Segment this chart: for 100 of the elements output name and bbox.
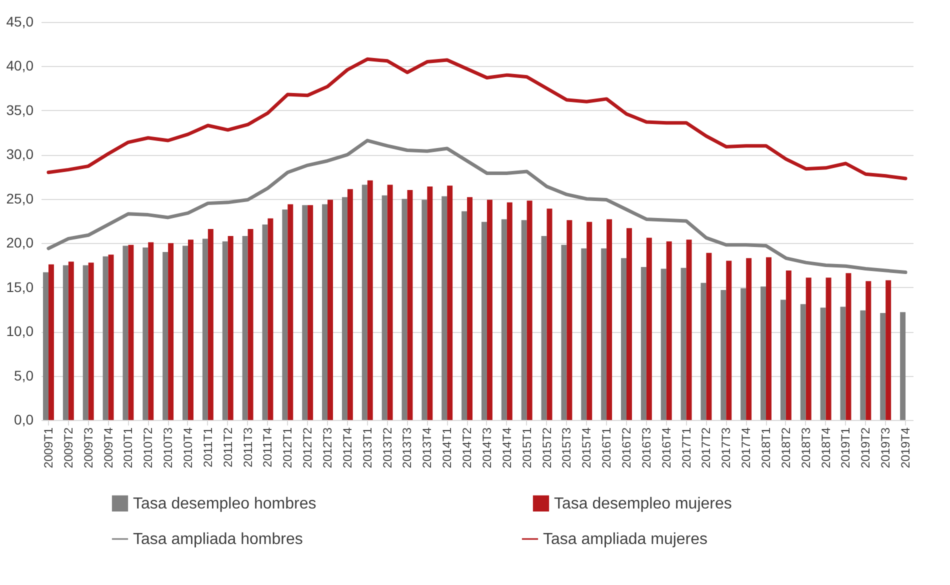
x-tick-label: 2011T3 [240, 427, 255, 468]
bar [680, 268, 686, 420]
bar [342, 197, 348, 420]
bar [142, 248, 148, 420]
line-series [46, 138, 908, 274]
x-tick-label: 2009T2 [61, 427, 76, 468]
bar [840, 306, 846, 420]
x-tick-label: 2019T2 [858, 427, 873, 468]
bar [760, 286, 766, 420]
bar [442, 196, 448, 420]
x-tick-label: 2012T2 [300, 427, 315, 468]
x-tick-label: 2009T1 [41, 427, 56, 468]
bar [581, 248, 587, 420]
bar [302, 205, 308, 420]
y-tick-label: 25,0 [6, 190, 34, 206]
x-tick-label: 2015T3 [560, 427, 574, 468]
x-tick-label: 2015T2 [540, 427, 554, 468]
bar [308, 205, 314, 420]
legend-label: Tasa ampliada mujeres [543, 531, 708, 548]
bar [746, 258, 752, 420]
bar [148, 242, 154, 420]
y-tick-label: 40,0 [6, 58, 34, 74]
bar [866, 281, 872, 420]
bar [546, 208, 552, 420]
x-tick-label: 2009T3 [81, 427, 96, 468]
bar [566, 220, 572, 420]
x-tick-label: 2016T1 [600, 427, 614, 468]
bar [606, 219, 612, 420]
bar [242, 236, 248, 420]
x-tick-label: 2010T3 [161, 427, 176, 468]
bar [846, 273, 852, 420]
bar [262, 224, 268, 420]
bar [806, 278, 812, 420]
bar [62, 265, 68, 420]
bar [700, 282, 706, 420]
bar [626, 228, 632, 420]
bar [640, 266, 646, 420]
bar [780, 300, 786, 420]
bar [162, 252, 168, 420]
x-tick-label: 2018T1 [759, 427, 774, 468]
bar [182, 246, 188, 420]
y-tick-label: 35,0 [6, 102, 34, 118]
legend-label: Tasa ampliada hombres [133, 531, 303, 548]
bar [666, 241, 672, 420]
bar [720, 290, 726, 420]
y-tick-label: 0,0 [14, 412, 34, 428]
x-tick-label: 2010T1 [121, 427, 136, 468]
x-tick-label: 2015T4 [580, 427, 594, 468]
bar [686, 240, 692, 420]
bar [800, 304, 806, 420]
line-series [46, 57, 908, 180]
x-tick-label: 2009T4 [101, 427, 116, 468]
bar [601, 248, 607, 420]
bar [561, 244, 567, 420]
bar [726, 260, 732, 420]
bar [382, 195, 388, 420]
x-tick-label: 2012T1 [280, 427, 295, 468]
bar [362, 184, 368, 420]
bar [268, 218, 274, 420]
bar [108, 254, 114, 420]
x-tick-label: 2018T4 [818, 427, 833, 468]
bar [188, 240, 194, 420]
bar [646, 238, 652, 420]
legend-label: Tasa desempleo mujeres [554, 495, 732, 512]
y-tick-label: 5,0 [14, 367, 34, 384]
bar [322, 204, 328, 420]
x-tick-label: 2013T4 [420, 427, 434, 468]
bar [541, 236, 547, 420]
x-tick-label: 2018T2 [778, 427, 793, 468]
x-tick-label: 2014T4 [500, 427, 514, 468]
bar [328, 200, 333, 420]
bar [367, 180, 373, 420]
bar [402, 198, 408, 420]
bar [282, 210, 288, 420]
y-tick-label: 15,0 [6, 278, 34, 295]
bar [88, 262, 94, 420]
x-tick-label: 2017T3 [719, 427, 734, 468]
x-tick-label: 2018T3 [798, 427, 813, 468]
bar [467, 197, 473, 420]
bar [486, 200, 492, 420]
bar [880, 312, 886, 420]
x-tick-label: 2010T2 [141, 427, 156, 468]
bar [660, 268, 666, 420]
bar [288, 204, 294, 420]
x-tick-label: 2014T2 [460, 427, 474, 468]
y-tick-label: 10,0 [6, 323, 34, 340]
bar [706, 252, 712, 420]
bar [521, 220, 527, 420]
x-tick-label: 2019T1 [838, 427, 853, 468]
bar [427, 186, 433, 420]
x-tick-label: 2019T4 [898, 427, 913, 468]
x-tick-label: 2017T1 [679, 427, 694, 468]
bar [122, 246, 128, 420]
x-tick-label: 2013T2 [380, 427, 394, 468]
bar [387, 184, 393, 420]
bar [128, 244, 134, 420]
bar [248, 228, 254, 420]
bar [422, 200, 428, 420]
bar [501, 219, 507, 420]
y-tick-label: 30,0 [6, 146, 34, 162]
